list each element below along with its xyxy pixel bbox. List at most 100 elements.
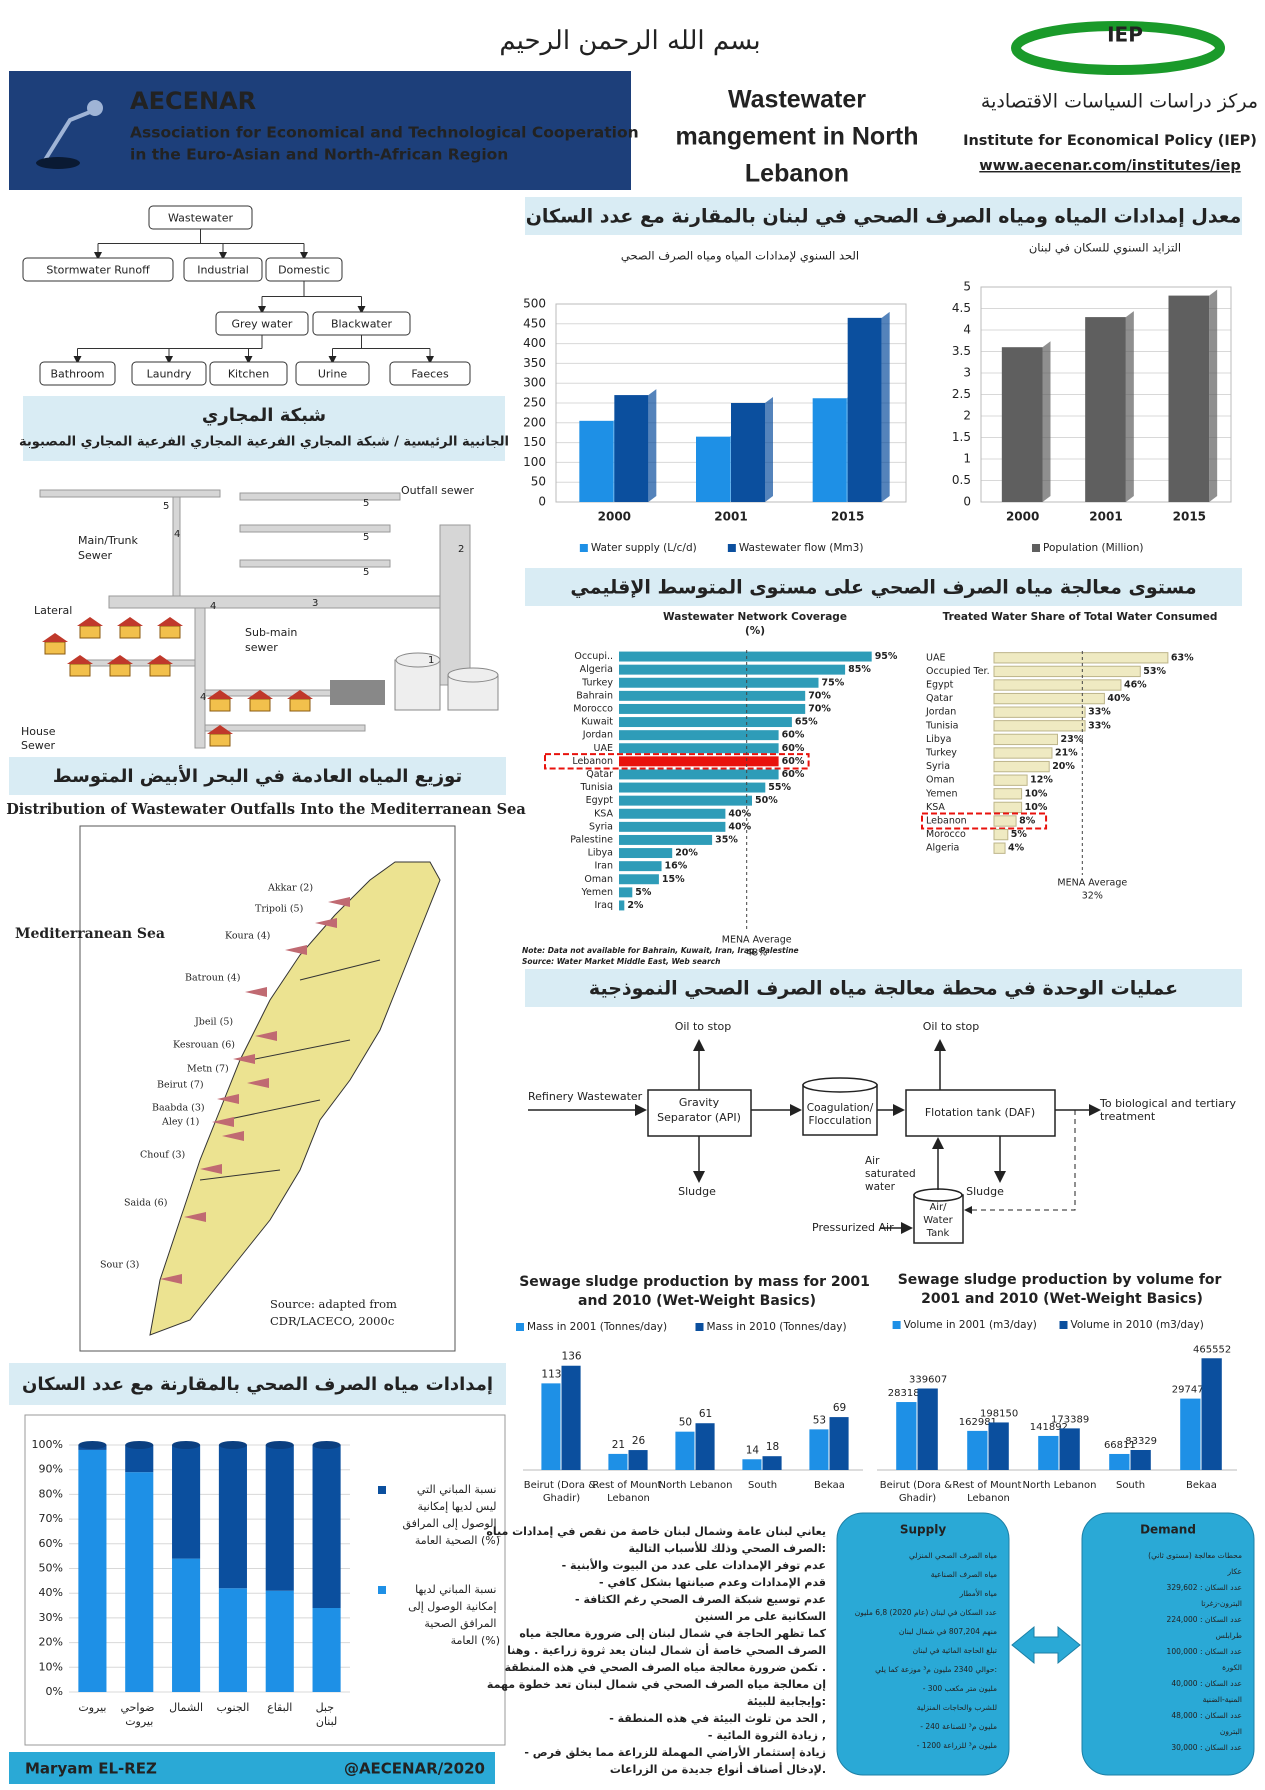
outfall-marker: [233, 1054, 255, 1064]
y-tick-label: 10%: [39, 1660, 63, 1673]
process-label: Refinery Wastewater: [528, 1090, 643, 1103]
house-roof: [77, 617, 103, 626]
tree-node-label: Faeces: [411, 368, 449, 381]
outfall-marker: [212, 1117, 234, 1127]
category-label: Lebanon: [572, 756, 613, 767]
outfall-marker: [285, 945, 307, 955]
legend-swatch: [378, 1586, 386, 1594]
tree-node: [215, 311, 309, 336]
value-label: 23%: [1060, 734, 1083, 745]
demand-item: عدد السكان : 329,602: [1167, 1583, 1242, 1592]
bar: [1038, 1435, 1059, 1470]
section-header: مستوى معالجة مياه الصرف الصحي على مستوى …: [570, 577, 1196, 599]
org-name: AECENAR: [130, 87, 256, 115]
place-label: Koura (4): [225, 931, 270, 942]
x-tick-label: Bekaa: [814, 1480, 845, 1491]
bar-side: [765, 397, 773, 502]
chart-title: Wastewater Network Coverage: [663, 611, 847, 623]
bar: [993, 652, 1169, 664]
bar: [619, 743, 779, 754]
aecenar-banner: [9, 71, 631, 190]
tank: [394, 659, 441, 711]
outfall-marker: [255, 1031, 277, 1041]
value-label: 46%: [1124, 680, 1147, 691]
district-border: [249, 1039, 351, 1061]
category-label: Kuwait: [581, 717, 613, 728]
value-label: 113: [541, 1368, 561, 1380]
bar: [614, 395, 649, 502]
bar: [541, 1383, 561, 1470]
category-label: Lebanon: [926, 816, 967, 827]
process-tank: [913, 1194, 964, 1244]
bar: [619, 861, 662, 872]
y-tick-label: 4.5: [952, 301, 971, 315]
bar-segment: [172, 1445, 201, 1559]
supply-item: مياه الصرف الصناعية: [931, 1570, 997, 1579]
bar-segment: [218, 1588, 247, 1692]
value-label: 53%: [1143, 666, 1166, 677]
y-tick-label: 150: [523, 435, 546, 449]
y-tick-label: 0: [538, 495, 546, 509]
bar: [619, 703, 806, 714]
y-tick-label: 60%: [39, 1537, 63, 1550]
category-label: Syria: [589, 821, 613, 832]
demand-item: البترون: [1220, 1727, 1242, 1736]
supply-item: منهم 807,204 في شمال لبنان: [899, 1627, 997, 1636]
footer-bar: [9, 1752, 495, 1784]
value-label: 8%: [1019, 816, 1036, 827]
place-label: Aley (1): [161, 1117, 199, 1128]
legend-swatch: [516, 1323, 524, 1331]
bar: [993, 828, 1009, 841]
house-roof: [147, 655, 173, 664]
bar-cap: [265, 1441, 294, 1449]
body-text: - عدم توفر الإمدادات على عدد من البيوت و…: [562, 1558, 826, 1572]
bar: [993, 747, 1053, 759]
bar-segment: [172, 1558, 201, 1692]
house: [119, 625, 141, 639]
process-label: Air/: [929, 1202, 947, 1213]
tree-node-label: Laundry: [147, 368, 192, 381]
category-label: Morocco: [573, 703, 613, 714]
value-label: 69: [833, 1402, 846, 1414]
y-tick-label: 70%: [39, 1512, 63, 1525]
tree-node-label: Wastewater: [168, 212, 234, 225]
sewer-number: 5: [363, 498, 369, 509]
bar: [675, 1431, 695, 1470]
category-label: UAE: [926, 652, 945, 663]
map-title: Distribution of Wastewater Outfalls Into…: [6, 801, 526, 818]
supply-item: تبلغ الحاجة المائية في لبنان: [913, 1646, 997, 1655]
value-label: 15%: [662, 874, 685, 885]
place-label: Chouf (3): [140, 1150, 185, 1161]
process-label: Sludge: [678, 1185, 716, 1198]
tree-node-label: Domestic: [278, 264, 330, 277]
value-label: 283182: [888, 1388, 926, 1399]
sewer-number: 4: [210, 601, 216, 612]
x-tick-label: الجنوب: [216, 1701, 249, 1714]
category-label: Qatar: [586, 769, 613, 780]
category-label: Jordan: [925, 707, 956, 718]
x-tick-label: Rest of Mount Lebanon: [592, 1480, 664, 1504]
y-tick-label: 0.5: [952, 473, 971, 487]
supply-item: - 1200 مليون م³ للزراعة: [917, 1741, 997, 1750]
demand-item: البترون-زغرتا: [1201, 1599, 1242, 1608]
value-label: 50: [679, 1417, 692, 1429]
outfall-marker: [222, 1131, 244, 1141]
value-label: 16%: [665, 861, 688, 872]
pipe: [39, 489, 221, 498]
aecenar-logo: [36, 100, 103, 169]
footer-author: Maryam EL-REZ: [25, 1760, 157, 1778]
bar-segment: [78, 1449, 107, 1692]
legend-swatch: [1059, 1321, 1068, 1329]
bar-cap: [312, 1441, 341, 1449]
process-label: saturated: [865, 1168, 916, 1180]
average-value: 48%: [746, 948, 767, 959]
process-label: Tank: [926, 1228, 950, 1239]
section-subheader: الجانبية الرئيسية / شبكة المجاري الفرعية…: [19, 435, 509, 450]
house-roof: [67, 655, 93, 664]
tank: [447, 667, 499, 683]
poster-title: Lebanon: [745, 160, 849, 188]
value-label: 18: [766, 1441, 779, 1453]
y-tick-label: 50: [531, 475, 546, 489]
poster-title: Wastewater: [728, 86, 866, 114]
